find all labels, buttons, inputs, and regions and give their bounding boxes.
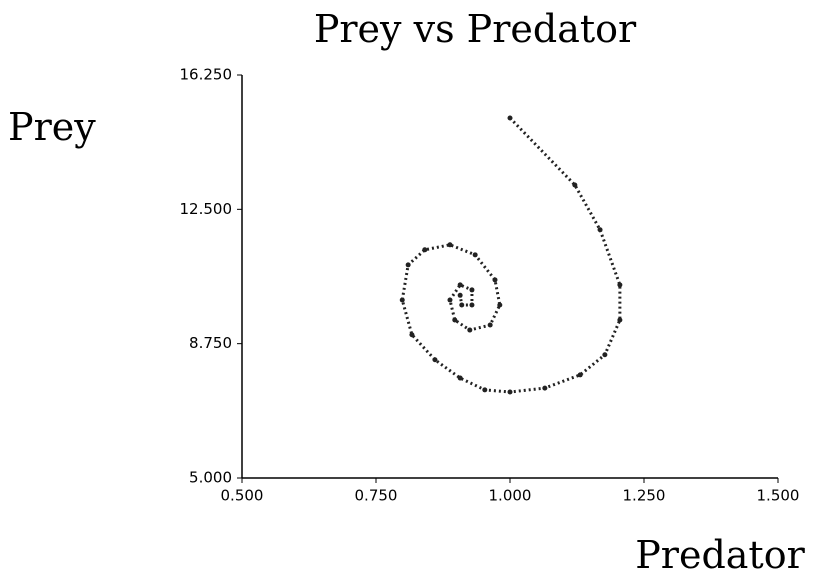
y-axis-label: Prey <box>8 105 96 149</box>
y-tick-label: 16.250 <box>180 66 233 84</box>
point <box>457 292 463 298</box>
point <box>452 317 458 323</box>
point <box>472 252 478 258</box>
point <box>409 332 415 338</box>
x-axis-label: Predator <box>635 533 805 577</box>
point <box>422 247 428 253</box>
point <box>492 277 498 283</box>
point <box>457 375 463 381</box>
point <box>447 297 453 303</box>
x-tick-label: 1.000 <box>489 487 532 505</box>
x-tick-label: 0.750 <box>355 487 398 505</box>
x-tick-label: 1.500 <box>757 487 800 505</box>
point <box>507 389 513 395</box>
point <box>577 372 583 378</box>
point <box>497 302 503 308</box>
point <box>459 302 465 308</box>
y-tick-label: 8.750 <box>189 334 232 352</box>
trajectory <box>400 116 622 394</box>
point <box>617 282 623 288</box>
point <box>405 262 411 268</box>
chart-title: Prey vs Predator <box>314 7 637 51</box>
y-tick-label: 12.500 <box>180 200 233 218</box>
point <box>482 387 488 393</box>
point <box>469 287 475 293</box>
point <box>597 227 603 233</box>
point <box>602 352 608 358</box>
point <box>507 115 513 121</box>
point <box>469 302 475 308</box>
point <box>399 297 405 303</box>
point <box>572 182 578 188</box>
x-tick-label: 1.250 <box>623 487 666 505</box>
point <box>542 385 548 391</box>
point <box>432 357 438 363</box>
x-tick-label: 0.500 <box>221 487 264 505</box>
point <box>467 327 473 333</box>
point <box>487 322 493 328</box>
point <box>457 282 463 288</box>
point <box>447 242 453 248</box>
y-tick-label: 5.000 <box>189 469 232 487</box>
point <box>617 317 623 323</box>
